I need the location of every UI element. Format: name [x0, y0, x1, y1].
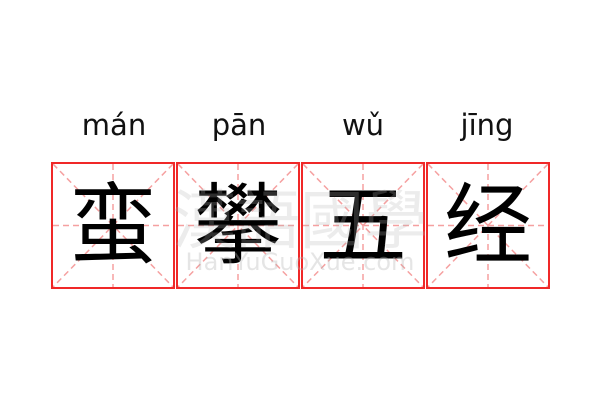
guide-lines	[303, 164, 423, 287]
char-box-1: 蛮	[51, 162, 175, 289]
guide-lines	[178, 164, 298, 287]
character-grid: 蛮 攀 五 经	[51, 162, 550, 289]
pinyin-1: mán	[81, 108, 147, 142]
character-3: 五	[318, 173, 407, 277]
pinyin-2: pān	[211, 108, 267, 142]
pinyin-4: jīng	[460, 108, 514, 142]
character-2: 攀	[193, 173, 282, 277]
character-1: 蛮	[68, 173, 157, 277]
watermark-en: HanYuGuoXue.com	[185, 248, 415, 276]
pinyin-3: wǔ	[341, 108, 385, 142]
char-box-3: 五	[301, 162, 425, 289]
char-box-4: 经	[426, 162, 550, 289]
guide-lines	[53, 164, 173, 287]
guide-lines	[428, 164, 548, 287]
char-box-2: 攀	[176, 162, 300, 289]
watermark-cn: 漢語國學	[172, 185, 428, 259]
character-4: 经	[443, 173, 532, 277]
